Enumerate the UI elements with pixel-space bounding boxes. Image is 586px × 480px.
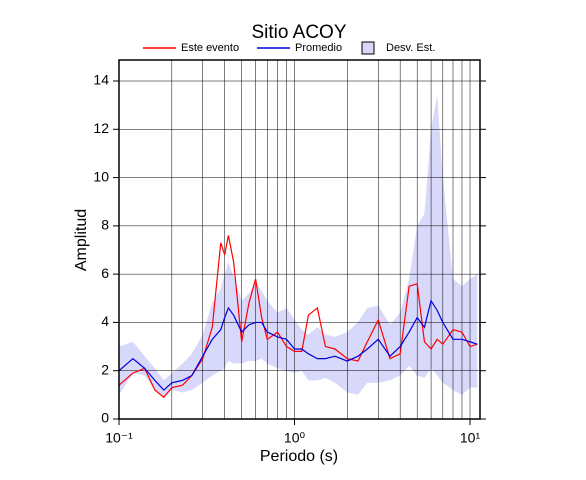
y-tick-label: 12 — [93, 120, 109, 136]
legend-label: Este evento — [181, 42, 239, 54]
plot-frame — [118, 59, 481, 420]
legend-swatch — [361, 41, 375, 55]
legend-label: Desv. Est. — [386, 42, 435, 54]
y-tick-label: 4 — [101, 313, 109, 329]
y-tick-label: 6 — [101, 265, 109, 281]
series-line — [118, 299, 478, 391]
x-axis-label: Periodo (s) — [260, 448, 338, 465]
y-tick-label: 2 — [101, 361, 109, 377]
std-band — [119, 95, 478, 398]
x-tick-label: 10¹ — [460, 430, 481, 446]
y-tick-label: 10 — [93, 168, 109, 184]
legend-label: Promedio — [295, 42, 342, 54]
x-tick-label: 10⁰ — [284, 430, 306, 446]
y-axis-label: Amplitud — [73, 209, 90, 271]
chart-title: Sitio ACOY — [251, 22, 346, 43]
y-tick-label: 0 — [101, 410, 109, 426]
y-tick-label: 8 — [101, 217, 109, 233]
x-tick-label: 10⁻¹ — [105, 430, 133, 446]
y-tick-label: 14 — [93, 72, 109, 88]
